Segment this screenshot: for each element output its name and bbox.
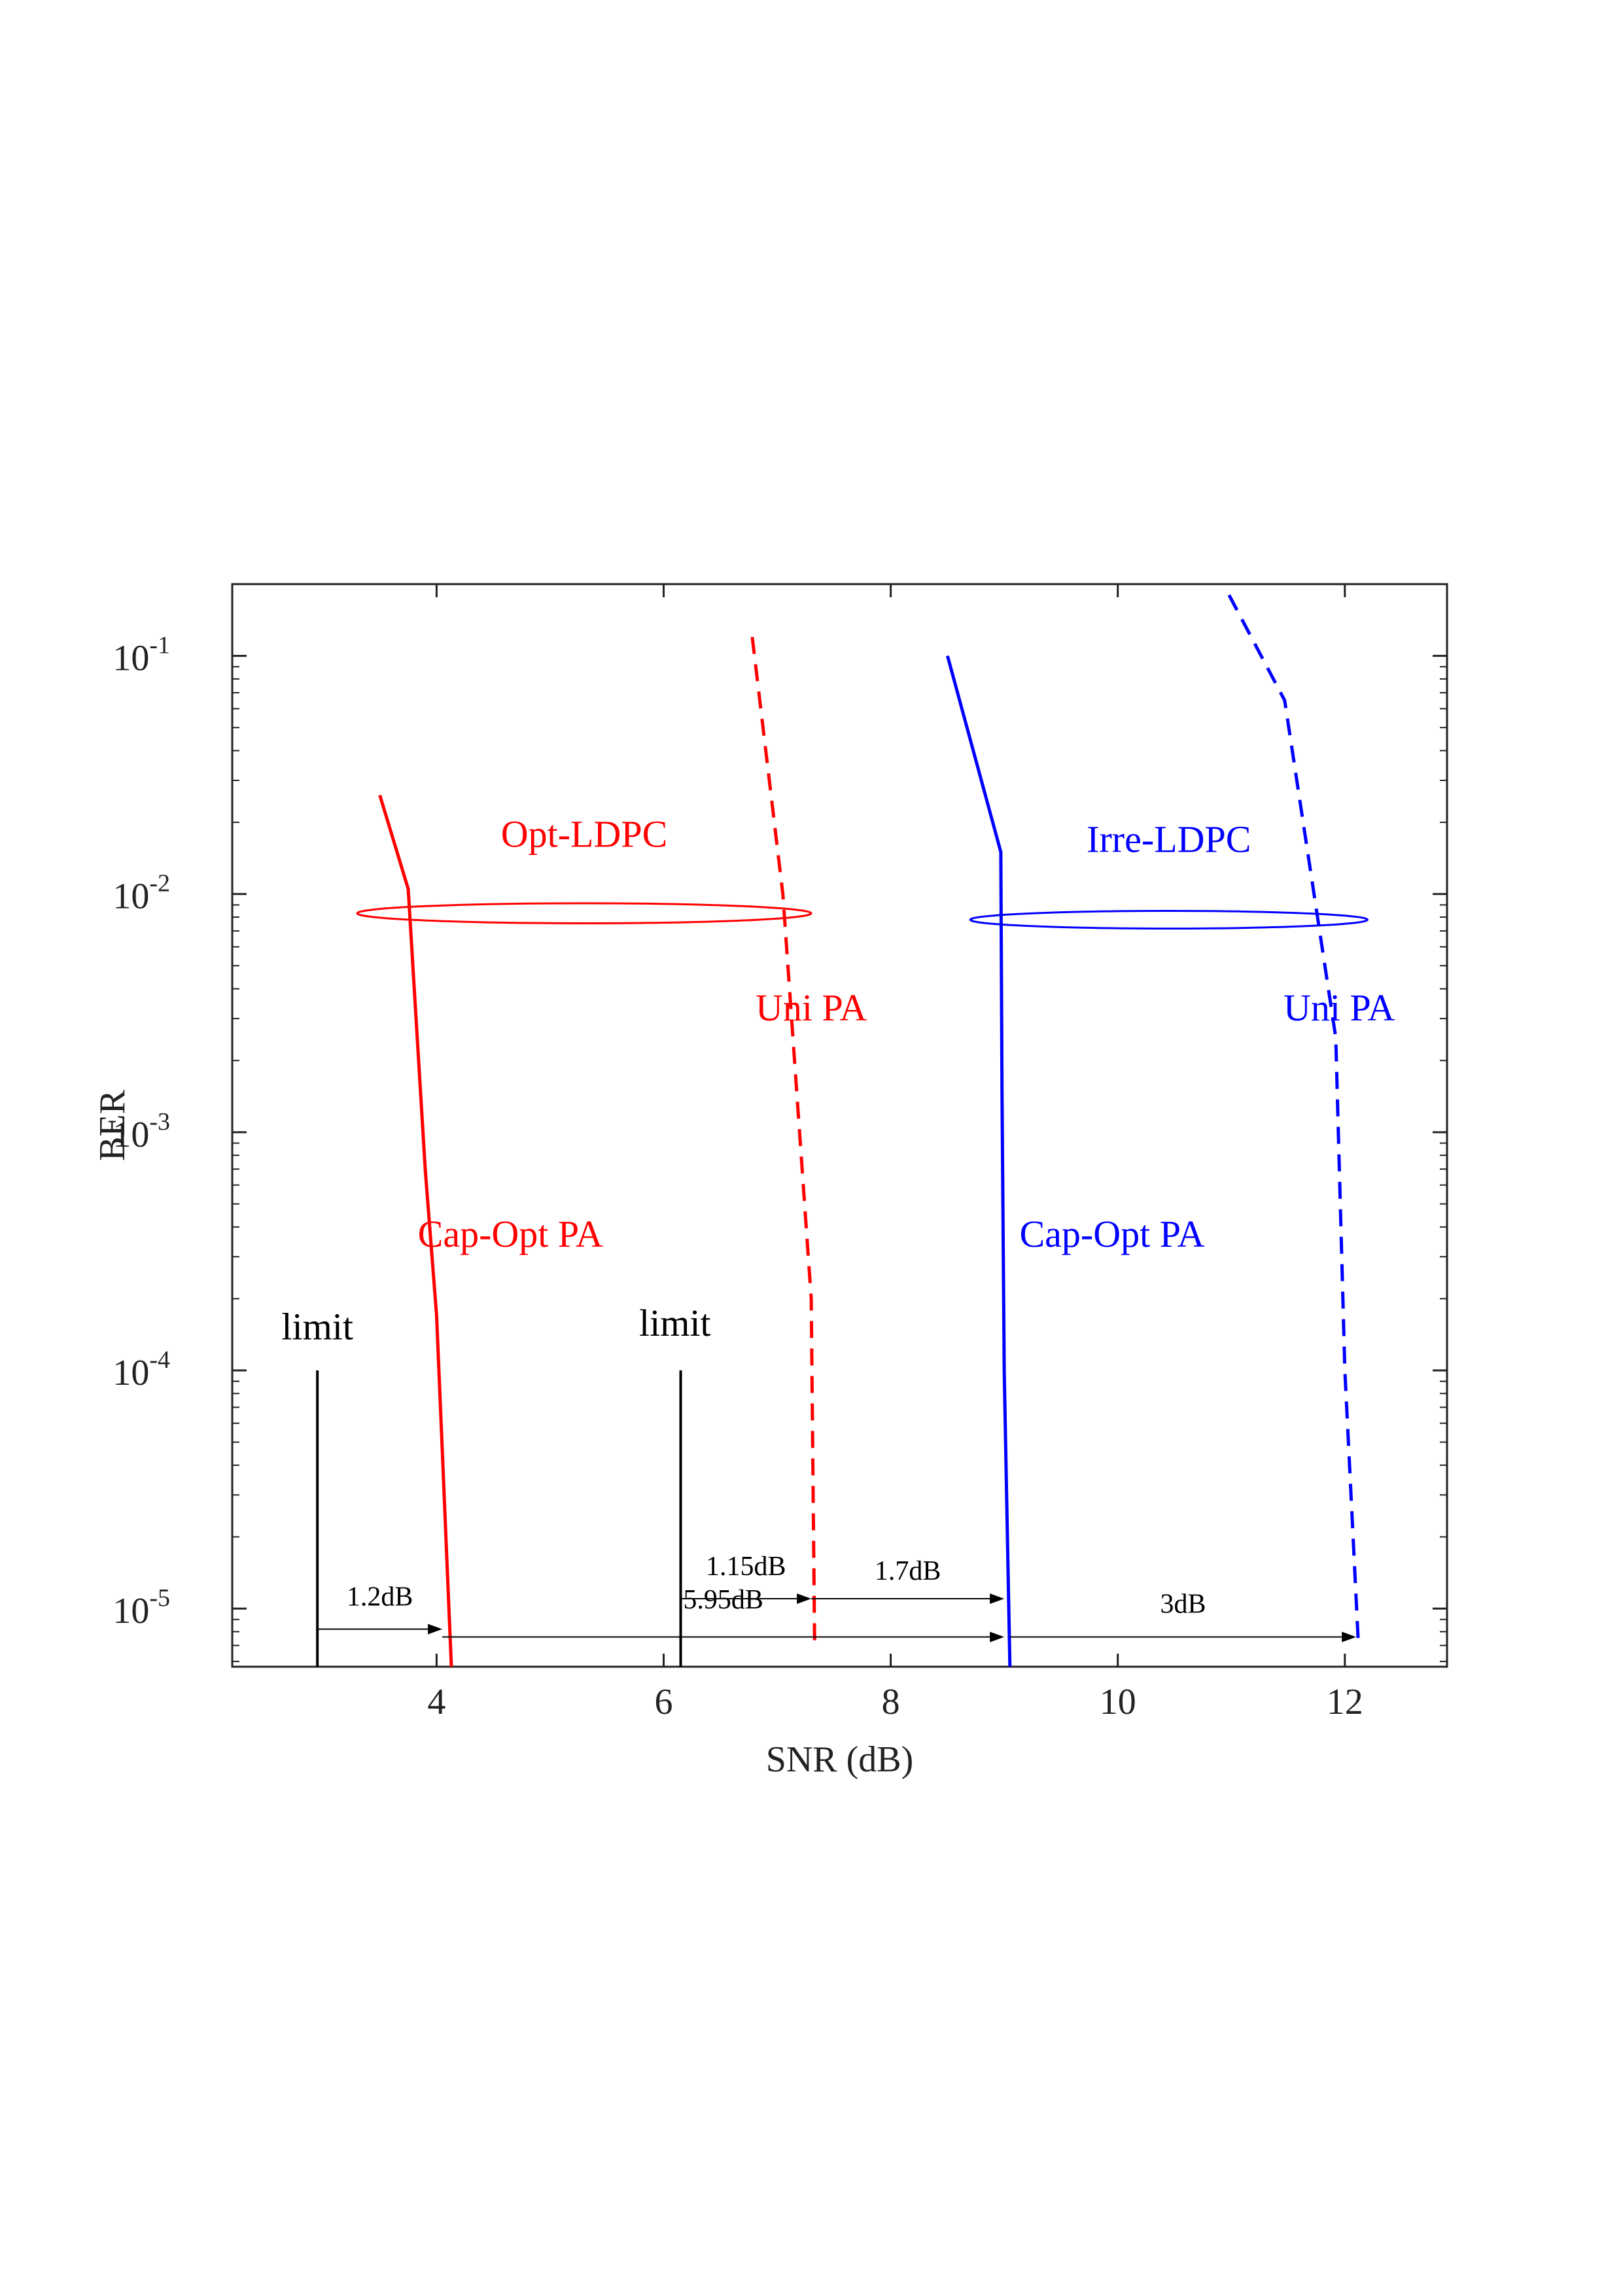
limit-lines [316,1370,682,1667]
y-tick-exponent: -4 [149,1346,170,1374]
y-tick-base: 10 [113,1591,149,1631]
plot-frame [231,583,1448,1668]
y-tick-exponent: -2 [149,870,170,897]
gap-label: 1.2dB [347,1582,413,1612]
gap-arrowhead [797,1593,812,1605]
x-tick-label: 4 [427,1682,445,1722]
gap-label: 1.7dB [875,1556,941,1586]
y-tick-label: 10-3 [113,1108,170,1155]
y-tick-base: 10 [113,877,149,917]
y-tick-exponent: -5 [149,1584,170,1612]
group-ellipse [969,910,1369,930]
x-tick-label: 6 [654,1682,672,1722]
annotation-label: Cap-Opt PA [1019,1213,1204,1255]
annotation-label: Uni PA [1283,986,1395,1029]
annotation-label: Irre-LDPC [1087,818,1251,861]
annotation-label: limit [281,1306,353,1348]
y-axis-label: BER [92,1089,133,1161]
series-line [750,636,816,1646]
annotation-label: Cap-Opt PA [418,1213,603,1255]
y-tick-exponent: -3 [149,1108,170,1136]
y-tick-base: 10 [113,1115,149,1155]
gap-label: 5.95dB [683,1585,763,1615]
gap-label: 3dB [1160,1590,1206,1620]
series-lines [378,594,1361,1667]
y-tick-label: 10-5 [113,1584,170,1631]
annotation-label: Uni PA [756,986,867,1029]
y-tick-exponent: -1 [149,632,170,659]
series-line [378,794,453,1667]
gap-arrowhead [1342,1631,1357,1643]
gap-arrowhead [428,1624,443,1635]
x-tick-label: 10 [1100,1682,1136,1722]
y-axis-ticks: 10-510-410-310-210-1 [113,632,1447,1631]
series-line [945,655,1012,1667]
annotations: Opt-LDPC Irre-LDPC Uni PA Uni PA Cap-Opt PA C… [281,812,1395,1348]
y-tick-base: 10 [113,638,149,679]
x-axis-label: SNR (dB) [766,1739,914,1780]
gap-arrowhead [990,1631,1005,1643]
y-tick-base: 10 [113,1353,149,1393]
series-line [1227,594,1361,1646]
x-tick-label: 12 [1327,1682,1363,1722]
y-tick-label: 10-4 [113,1346,170,1393]
minor-ticks [232,666,1447,1662]
x-axis-ticks: 4 6 8 10 12 [427,584,1363,1722]
gap-label: 1.15dB [706,1552,786,1582]
group-ellipse [356,902,812,924]
annotation-label: Opt-LDPC [501,812,668,855]
y-tick-label: 10-2 [113,870,170,917]
annotation-label: limit [639,1302,711,1344]
x-tick-label: 8 [882,1682,900,1722]
ellipses [356,902,1369,930]
gap-arrowhead [990,1593,1005,1605]
y-tick-label: 10-1 [113,632,170,679]
